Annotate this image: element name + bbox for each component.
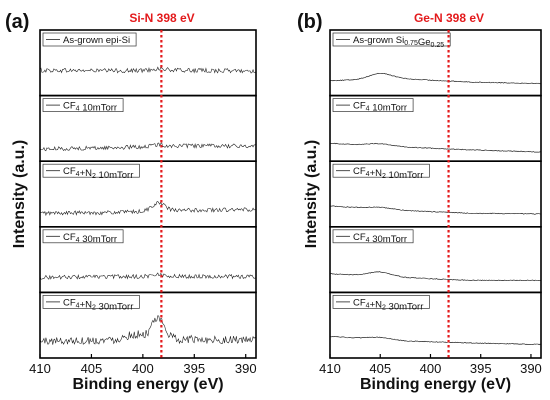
legend-entry: As-grown epi-Si [63, 35, 130, 46]
legend-box [332, 295, 430, 309]
legend-text-part: CF [353, 297, 366, 308]
x-tick-label: 410 [29, 361, 51, 376]
series-line [39, 66, 257, 74]
legend-subscript: 4 [76, 237, 80, 244]
legend-subscript: 2 [92, 304, 96, 311]
legend-subscript: 2 [382, 173, 386, 180]
legend-subscript: 4 [76, 302, 80, 309]
series-line [329, 271, 542, 282]
x-tick-label: 390 [235, 361, 257, 376]
legend-subscript: 0.25 [431, 42, 445, 49]
legend-subscript: 2 [382, 304, 386, 311]
series-line [39, 315, 257, 345]
legend-entry: CF4+N2 30mTorr [353, 297, 423, 312]
legend-subscript: 4 [366, 106, 370, 113]
legend-text-part: +N [80, 168, 93, 179]
legend-text-part: As-grown Si [353, 35, 404, 46]
legend-box [332, 163, 430, 178]
legend-text-part: As-grown epi-Si [63, 35, 130, 46]
x-tick-label: 395 [470, 361, 492, 376]
legend-entry: CF4+N2 10mTorr [353, 166, 423, 181]
legend-text-part: +N [370, 168, 383, 179]
legend-text-part: CF [63, 297, 76, 308]
panel-label: (b) [297, 11, 323, 33]
x-axis-label: Binding energy (eV) [360, 376, 511, 393]
legend-text-part: CF [353, 166, 366, 177]
legend-box [332, 32, 451, 47]
x-tick-label: 410 [319, 361, 341, 376]
x-tick-label: 390 [520, 361, 542, 376]
legend-text-part: CF [353, 232, 366, 243]
legend-text-part: 30mTorr [370, 234, 407, 245]
legend-subscript: 4 [76, 171, 80, 178]
legend-box [42, 229, 124, 244]
series-line [329, 142, 542, 153]
legend-entry: CF4+N2 10mTorr [63, 166, 133, 181]
legend-box [42, 32, 137, 47]
legend-box [332, 98, 414, 112]
legend-text-part: 10mTorr [370, 103, 407, 114]
legend-subscript: 4 [366, 237, 370, 244]
subplot-frame [329, 291, 542, 359]
subplot-frame [39, 291, 257, 359]
legend-text-part: +N [80, 299, 93, 310]
legend-text-part: 30mTorr [96, 301, 133, 312]
panel-label: (a) [5, 11, 29, 33]
legend-entry: CF4+N2 30mTorr [63, 297, 133, 312]
chart-title: Si-N 398 eV [129, 11, 194, 25]
legend-subscript: 4 [366, 171, 370, 178]
legend-entry: CF4 30mTorr [353, 232, 407, 245]
legend-box [42, 163, 140, 178]
x-tick-label: 400 [132, 361, 154, 376]
legend-box [332, 229, 414, 244]
series-line [39, 201, 257, 217]
legend-text-part: 10mTorr [80, 103, 117, 114]
legend-text-part: CF [353, 101, 366, 112]
legend-subscript: 2 [92, 173, 96, 180]
legend-text-part: +N [370, 299, 383, 310]
legend-text-part: 30mTorr [80, 234, 117, 245]
x-tick-label: 405 [81, 361, 103, 376]
x-tick-label: 400 [420, 361, 442, 376]
x-tick-label: 395 [183, 361, 205, 376]
legend-box [42, 98, 124, 112]
legend-entry: CF4 30mTorr [63, 232, 117, 245]
legend-subscript: 0.75 [404, 40, 418, 47]
series-line [329, 205, 542, 215]
series-line [39, 142, 257, 152]
y-axis-label: Intensity (a.u.) [303, 140, 320, 248]
legend-text-part: 10mTorr [386, 170, 423, 181]
x-axis-label: Binding energy (eV) [72, 376, 223, 393]
legend-entry: CF4 10mTorr [353, 101, 407, 114]
legend-text-part: Ge [418, 37, 431, 48]
series-line [329, 336, 542, 346]
legend-text-part: 30mTorr [386, 301, 423, 312]
legend-entry: As-grown Si0.75Ge0.25 [353, 35, 444, 49]
x-tick-label: 405 [369, 361, 391, 376]
chart-title: Ge-N 398 eV [414, 11, 484, 25]
series-line [329, 72, 542, 85]
y-axis-label: Intensity (a.u.) [11, 140, 28, 248]
series-line [39, 272, 257, 280]
legend-entry: CF4 10mTorr [63, 101, 117, 114]
legend-text-part: CF [63, 101, 76, 112]
legend-subscript: 4 [366, 302, 370, 309]
legend-text-part: 10mTorr [96, 170, 133, 181]
legend-box [42, 295, 140, 309]
legend-text-part: CF [63, 232, 76, 243]
legend-text-part: CF [63, 166, 76, 177]
legend-subscript: 4 [76, 106, 80, 113]
